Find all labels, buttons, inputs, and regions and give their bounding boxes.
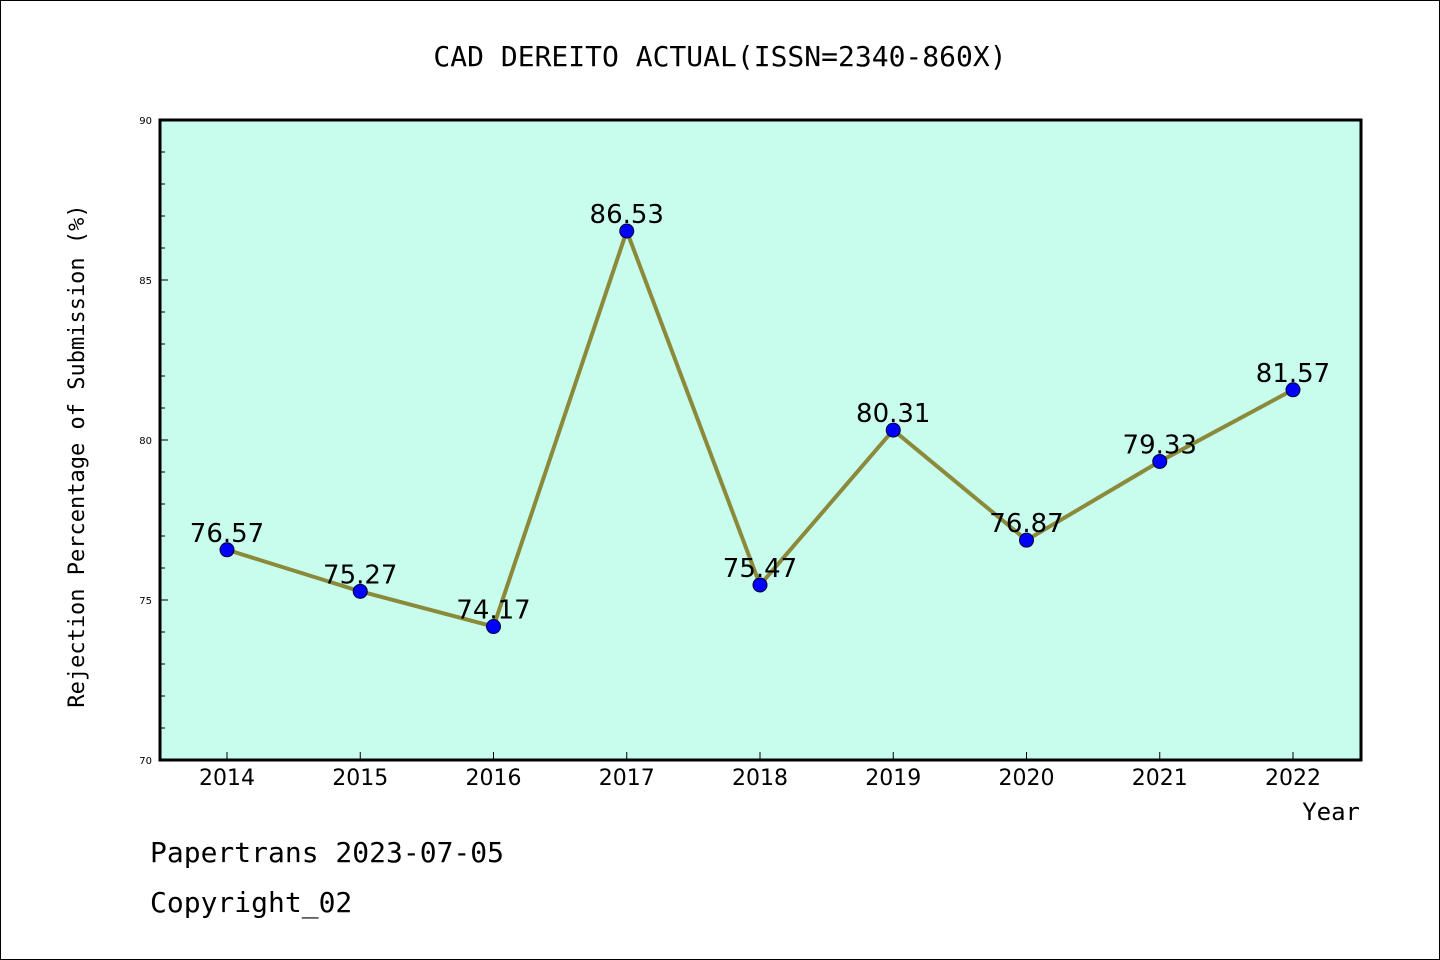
data-point [486, 619, 501, 635]
data-point [752, 577, 768, 593]
y-tick-label: 85 [139, 276, 152, 287]
y-tick-label: 70 [139, 756, 152, 767]
y-tick-label: 80 [139, 436, 152, 447]
data-point [619, 223, 635, 239]
copyright-text: Copyright_02 [150, 886, 353, 919]
data-label: 76.87 [989, 509, 1063, 539]
y-tick-label: 75 [139, 596, 152, 607]
x-axis: 2014 2015 2016 2017 2018 2019 2020 2021 2022 [199, 752, 1321, 791]
data-label: 86.53 [590, 200, 664, 230]
data-label: 75.27 [323, 560, 397, 590]
data-point [1019, 532, 1034, 548]
data-label: 75.47 [723, 554, 797, 584]
data-label: 79.33 [1123, 430, 1197, 460]
x-tick-label: 2015 [332, 766, 388, 791]
chart-title: CAD DEREITO ACTUAL(ISSN=2340-860X) [433, 40, 1006, 73]
data-point [219, 542, 235, 558]
y-axis: 70 75 80 85 90 [139, 116, 168, 767]
x-tick-label: 2020 [999, 766, 1055, 791]
x-tick-label: 2017 [599, 766, 655, 791]
data-labels: 76.57 75.27 74.17 86.53 75.47 80.31 76.87 79.33… [190, 200, 1330, 626]
x-tick-label: 2022 [1265, 766, 1321, 791]
y-tick-label: 90 [139, 116, 152, 127]
data-point [1285, 382, 1301, 398]
data-point [352, 583, 368, 599]
x-tick-label: 2014 [199, 766, 255, 791]
source-text: Papertrans 2023-07-05 [150, 836, 505, 869]
data-points [219, 223, 1301, 635]
x-axis-label: Year [1302, 798, 1360, 826]
data-point [885, 422, 901, 438]
x-tick-label: 2019 [865, 766, 921, 791]
data-label: 81.57 [1256, 359, 1330, 389]
data-label: 80.31 [856, 399, 930, 429]
x-tick-label: 2018 [732, 766, 788, 791]
y-axis-label: Rejection Percentage of Submission (%) [65, 204, 90, 707]
data-point [1152, 453, 1168, 469]
data-label: 76.57 [190, 519, 264, 549]
x-tick-label: 2021 [1132, 766, 1188, 791]
data-label: 74.17 [456, 596, 530, 626]
x-tick-label: 2016 [466, 766, 522, 791]
plot-area [158, 118, 1363, 762]
